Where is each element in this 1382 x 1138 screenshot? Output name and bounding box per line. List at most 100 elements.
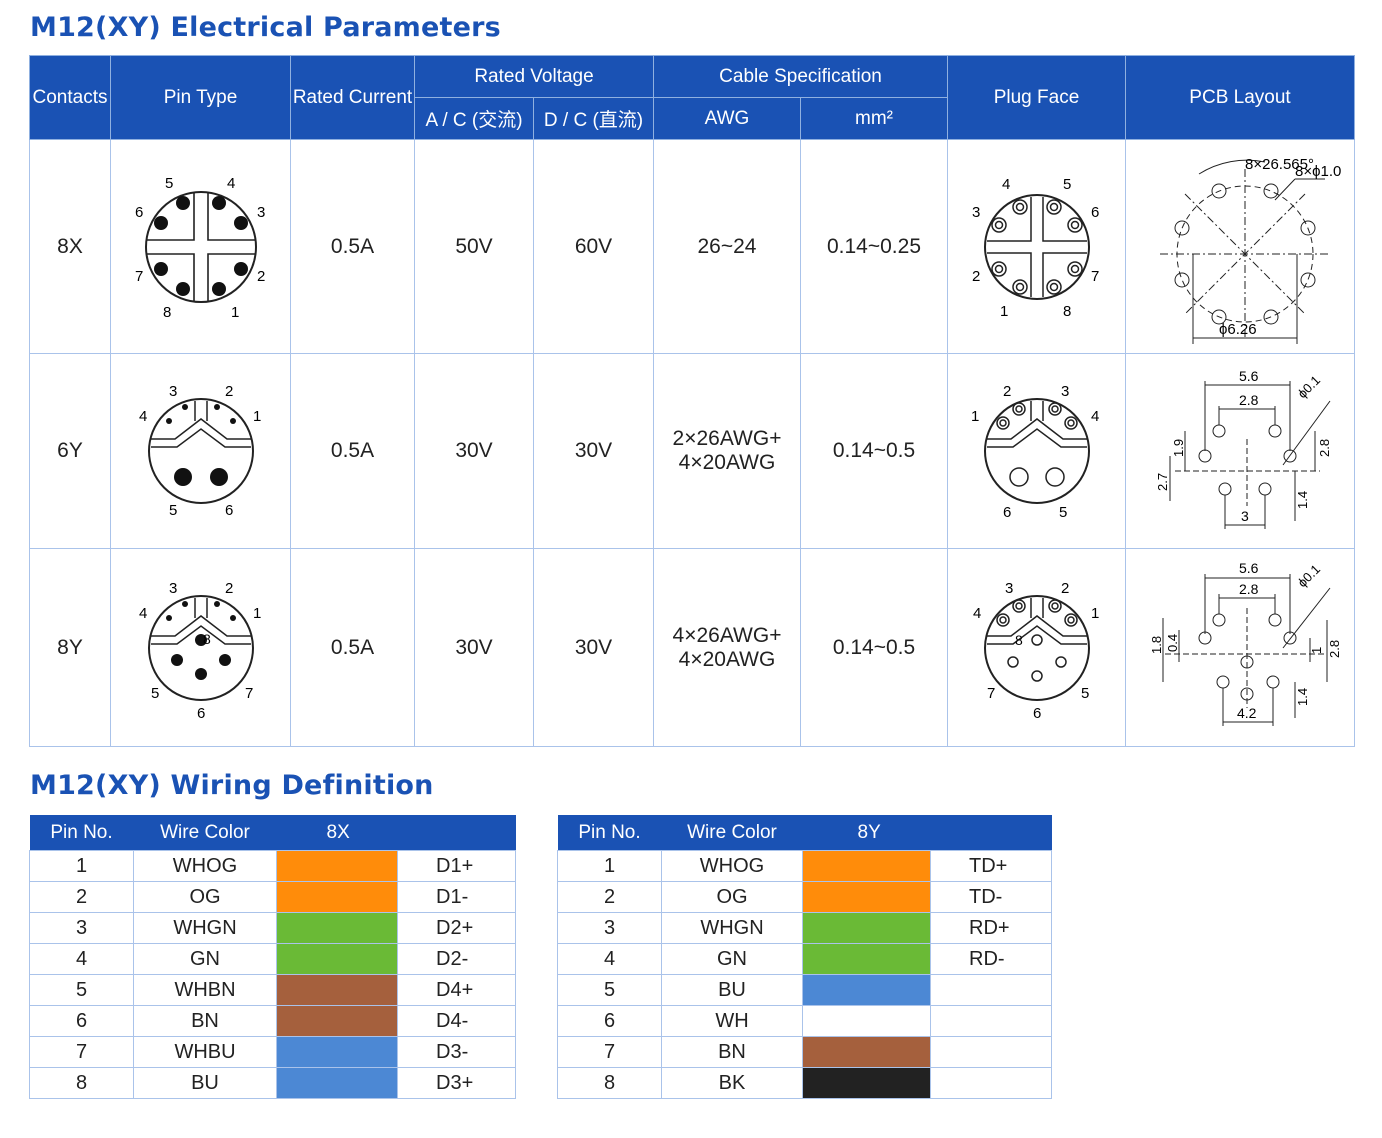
wire-color-name-cell: BK bbox=[661, 1067, 803, 1099]
pin-label: 6 bbox=[1033, 705, 1041, 718]
rated-current-cell: 0.5A bbox=[290, 548, 415, 747]
pcb-layout-icon: 5.6 2.8 ϕ0.1 1.9 2.8 2.7 1.4 3 bbox=[1155, 368, 1332, 529]
pin-number-cell: 2 bbox=[557, 881, 662, 913]
pcb-dim-label: 4.2 bbox=[1237, 705, 1257, 721]
wire-color-swatch bbox=[276, 1005, 398, 1037]
signal-cell: D1+ bbox=[397, 850, 516, 882]
pin-label: 1 bbox=[253, 408, 261, 425]
signal-cell: RD- bbox=[930, 943, 1052, 975]
pin-label: 2 bbox=[225, 383, 233, 400]
pin-label: 1 bbox=[1091, 605, 1099, 622]
wire-color-swatch bbox=[276, 1067, 398, 1099]
pin-label: 4 bbox=[1002, 177, 1010, 193]
wire-color-name-cell: WHGN bbox=[133, 912, 277, 944]
signal-cell: D4+ bbox=[397, 974, 516, 1006]
signal-cell: D2+ bbox=[397, 912, 516, 944]
mm2-cell: 0.14~0.5 bbox=[800, 548, 948, 747]
pin-label: 1 bbox=[971, 408, 979, 425]
pin-number-cell: 4 bbox=[29, 943, 134, 975]
pin-label: 6 bbox=[135, 204, 143, 221]
pin-label: 5 bbox=[165, 177, 173, 192]
pin-label: 8 bbox=[163, 304, 171, 317]
pcb-layout-diagram-8x: 8×26.565° 8×ϕ1.0 ϕ6.26 bbox=[1125, 139, 1355, 354]
awg-line-1: 4×26AWG+ bbox=[672, 623, 782, 647]
header-pcb-layout: PCB Layout bbox=[1125, 55, 1355, 140]
table-row: 5 WHBN D4+ bbox=[29, 974, 516, 1006]
wire-color-name-cell: BN bbox=[133, 1005, 277, 1037]
pcb-dim-label: 1 bbox=[1309, 646, 1324, 653]
awg-cell: 26~24 bbox=[653, 139, 801, 354]
signal-cell bbox=[930, 1067, 1052, 1099]
plug-face-diagram-8x: 1 2 3 4 5 6 7 8 bbox=[947, 139, 1126, 354]
pin-label: 7 bbox=[987, 685, 995, 702]
contacts-cell: 8Y bbox=[29, 548, 111, 747]
pin-label: 5 bbox=[1063, 177, 1071, 193]
header-plug-face: Plug Face bbox=[947, 55, 1126, 140]
header-awg: AWG bbox=[653, 97, 801, 140]
pcb-dim-label: 1.4 bbox=[1295, 491, 1310, 509]
wire-color-swatch bbox=[802, 850, 931, 882]
plug-face-icon: 1 2 3 4 5 6 7 8 bbox=[973, 580, 1099, 718]
wire-color-name-cell: WHBN bbox=[133, 974, 277, 1006]
header-wire-color: Wire Color bbox=[133, 815, 277, 851]
wire-color-name-cell: WHGN bbox=[661, 912, 803, 944]
pin-number-cell: 3 bbox=[29, 912, 134, 944]
table-row: 4 GN RD- bbox=[557, 943, 1052, 975]
wire-color-swatch bbox=[276, 881, 398, 913]
pin-diagram-icon: 1 2 3 4 5 6 bbox=[139, 383, 261, 519]
pin-label: 4 bbox=[139, 408, 147, 425]
wire-color-name-cell: BU bbox=[661, 974, 803, 1006]
dc-voltage-cell: 30V bbox=[533, 548, 654, 747]
pin-label: 4 bbox=[973, 605, 981, 622]
signal-cell: TD- bbox=[930, 881, 1052, 913]
pin-number-cell: 5 bbox=[557, 974, 662, 1006]
header-rated-current: Rated Current bbox=[290, 55, 415, 140]
signal-cell: D1- bbox=[397, 881, 516, 913]
pin-diagram-icon: 1 2 3 4 5 6 7 8 bbox=[135, 177, 265, 317]
wire-color-name-cell: OG bbox=[661, 881, 803, 913]
pin-label: 4 bbox=[139, 605, 147, 622]
pcb-dim-label: 2.8 bbox=[1327, 639, 1342, 657]
pin-label: 3 bbox=[972, 204, 980, 221]
pin-number-cell: 5 bbox=[29, 974, 134, 1006]
pcb-dim-label: 2.8 bbox=[1239, 581, 1259, 597]
pin-label: 3 bbox=[257, 204, 265, 221]
signal-cell: D3- bbox=[397, 1036, 516, 1068]
pin-number-cell: 4 bbox=[557, 943, 662, 975]
header-pin-no: Pin No. bbox=[29, 815, 134, 851]
table-row: 1 WHOG TD+ bbox=[557, 850, 1052, 882]
signal-cell: RD+ bbox=[930, 912, 1052, 944]
pcb-hole-label: ϕ0.1 bbox=[1295, 561, 1324, 590]
plug-face-icon: 1 2 3 4 5 6 7 8 bbox=[972, 177, 1099, 317]
electrical-parameters-table: Contacts Pin Type Rated Current Rated Vo… bbox=[29, 55, 1355, 747]
table-row: 8 BK bbox=[557, 1067, 1052, 1099]
pin-number-cell: 7 bbox=[557, 1036, 662, 1068]
table-row: 6 WH bbox=[557, 1005, 1052, 1037]
header-wire-color: Wire Color bbox=[661, 815, 803, 851]
pin-label: 7 bbox=[135, 268, 143, 285]
table-row: 8Y 1 2 3 4 5 6 7 8 0.5A 30V 30V 4 bbox=[29, 548, 1355, 747]
pcb-layout-icon: 8×26.565° 8×ϕ1.0 ϕ6.26 bbox=[1160, 156, 1341, 344]
header-mm2: mm² bbox=[800, 97, 948, 140]
pin-label: 3 bbox=[169, 383, 177, 400]
pcb-dim-label: 0.4 bbox=[1165, 633, 1180, 651]
pcb-layout-diagram-8y: 5.6 2.8 ϕ0.1 1.8 0.4 1 2.8 1.4 4.2 bbox=[1125, 548, 1355, 747]
pcb-dim-label: 1.8 bbox=[1149, 635, 1164, 653]
wire-color-name-cell: WH bbox=[661, 1005, 803, 1037]
pin-label: 5 bbox=[169, 502, 177, 519]
pin-diagram-icon: 1 2 3 4 5 6 7 8 bbox=[139, 580, 261, 718]
table-row: 2 OG D1- bbox=[29, 881, 516, 913]
pcb-layout-icon: 5.6 2.8 ϕ0.1 1.8 0.4 1 2.8 1.4 4.2 bbox=[1149, 560, 1342, 726]
pin-label: 8 bbox=[203, 631, 211, 647]
pcb-dim-label: 1.9 bbox=[1171, 439, 1186, 457]
pin-label: 3 bbox=[1061, 383, 1069, 400]
wire-color-name-cell: WHOG bbox=[661, 850, 803, 882]
table-row: 8X 1 2 3 4 5 6 7 8 0.5A 50V 60V 26~24 bbox=[29, 139, 1355, 354]
pin-label: 5 bbox=[1081, 685, 1089, 702]
table-row: 4 GN D2- bbox=[29, 943, 516, 975]
pin-label: 3 bbox=[169, 580, 177, 597]
pin-label: 6 bbox=[1091, 204, 1099, 221]
table-row: 6Y 1 2 3 4 5 6 0.5A 30V 30V 2×26AWG+ 4×20… bbox=[29, 353, 1355, 549]
header-pin-no: Pin No. bbox=[557, 815, 662, 851]
wire-color-swatch bbox=[802, 912, 931, 944]
